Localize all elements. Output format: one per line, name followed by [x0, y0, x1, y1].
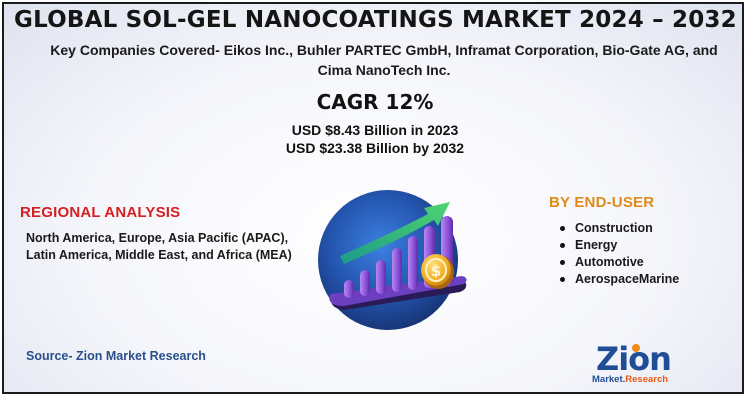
- list-item: Construction: [559, 220, 679, 237]
- list-item: AerospaceMarine: [559, 271, 679, 288]
- infographic: GLOBAL SOL-GEL NANOCOATINGS MARKET 2024 …: [2, 2, 744, 394]
- list-item: Automotive: [559, 254, 679, 271]
- zion-logo: Zion Market.Research: [588, 340, 688, 392]
- end-user-list: Construction Energy Automotive Aerospace…: [559, 220, 679, 288]
- end-user-heading: BY END-USER: [549, 194, 655, 211]
- market-value-2023: USD $8.43 Billion in 2023: [291, 122, 459, 138]
- cagr-value: CAGR 12%: [316, 90, 434, 114]
- list-item: Energy: [559, 237, 679, 254]
- coin-symbol: $: [431, 262, 441, 280]
- regional-analysis-heading: REGIONAL ANALYSIS: [20, 204, 181, 221]
- logo-dot-icon: [632, 344, 640, 352]
- logo-sub-right: Research: [625, 374, 669, 385]
- regional-analysis-text: North America, Europe, Asia Pacific (APA…: [26, 231, 292, 262]
- page-title: GLOBAL SOL-GEL NANOCOATINGS MARKET 2024 …: [14, 7, 737, 33]
- logo-subtitle: Market.Research: [592, 374, 668, 385]
- logo-sub-left: Market.: [592, 374, 626, 385]
- key-companies: Key Companies Covered- Eikos Inc., Buhle…: [50, 42, 718, 78]
- market-value-2032: USD $23.38 Billion by 2032: [285, 140, 465, 156]
- growth-bar-chart-icon: $: [318, 190, 467, 330]
- source-note: Source- Zion Market Research: [26, 349, 206, 363]
- logo-main-text: Zion: [596, 340, 672, 378]
